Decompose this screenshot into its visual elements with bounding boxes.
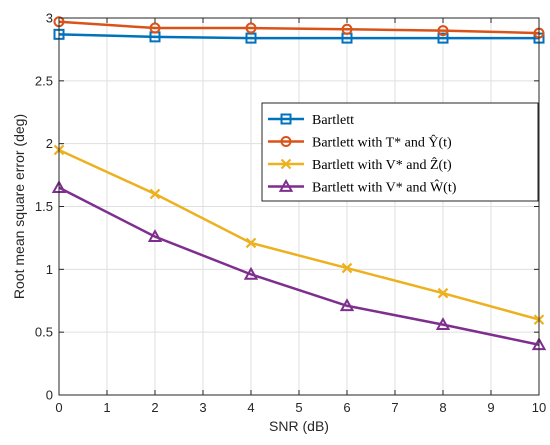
- x-tick-label: 5: [295, 400, 302, 415]
- y-tick-label: 0.5: [35, 325, 53, 340]
- series-4-point: [243, 266, 259, 280]
- series-2-line: [58, 20, 540, 35]
- series-2-point: [437, 25, 449, 37]
- x-tick-label: 7: [391, 400, 398, 415]
- y-tick-label: 2.5: [35, 73, 53, 88]
- series-2-point: [245, 22, 257, 34]
- series-3-point-stroke-b: [149, 188, 161, 200]
- legend-swatch-marker-stroke-b: [280, 158, 292, 170]
- axis-ticks: 0 1 2 3 4 5 6 7 8 9 10 0 0.5 1 1.5 2 2.5 3: [35, 11, 546, 416]
- series-2-point: [341, 23, 353, 35]
- legend-entry-3: Bartlett with V* and Ẑ(t): [268, 156, 452, 173]
- x-tick-label: 6: [343, 400, 350, 415]
- series-3-point: [149, 188, 161, 200]
- x-tick-label: 0: [55, 400, 62, 415]
- series-3-line: [58, 148, 540, 321]
- x-tick-label: 4: [247, 400, 254, 415]
- series-1-line: [58, 33, 539, 40]
- x-tick-label: 2: [151, 400, 158, 415]
- legend-entry-4: Bartlett with V* and Ŵ(t): [268, 179, 457, 196]
- series-4-point: [339, 298, 355, 312]
- legend-label: Bartlett with V* and Ẑ(t): [312, 156, 452, 173]
- grid-lines: [59, 18, 539, 395]
- x-tick-label: 8: [439, 400, 446, 415]
- legend-entry-2: Bartlett with T* and Ŷ(t): [268, 134, 452, 151]
- series-3-point-stroke-b: [245, 237, 257, 249]
- series-2-point: [149, 22, 161, 34]
- x-axis-label: SNR (dB): [269, 418, 329, 434]
- legend-swatch-marker: [278, 178, 294, 192]
- legend-swatch-marker: [280, 158, 292, 170]
- legend-swatch-marker: [280, 136, 292, 147]
- x-tick-label: 3: [199, 400, 206, 415]
- series-1-point: [437, 32, 449, 44]
- legend-label: Bartlett with T* and Ŷ(t): [312, 134, 452, 151]
- legend: Bartlett Bartlett with T* and Ŷ(t) Bartlet…: [261, 102, 539, 202]
- series-3-point: [437, 287, 449, 299]
- x-tick-label: 1: [103, 400, 110, 415]
- legend-label: Bartlett: [312, 113, 354, 128]
- series-3-point-stroke-b: [341, 262, 353, 274]
- y-tick-label: 1: [46, 262, 53, 277]
- y-tick-label: 0: [46, 388, 53, 403]
- x-tick-label: 10: [532, 400, 546, 415]
- y-axis-label: Root mean square error (deg): [11, 114, 27, 299]
- series-3-point-stroke-b: [437, 287, 449, 299]
- legend-entry-1: Bartlett: [268, 113, 354, 128]
- y-tick-label: 1.5: [35, 199, 53, 214]
- series-3-point: [245, 237, 257, 249]
- series-4-point: [147, 229, 163, 243]
- legend-box: [261, 102, 539, 202]
- series-3-point: [341, 262, 353, 274]
- legend-label: Bartlett with V* and Ŵ(t): [312, 179, 457, 196]
- series-4-point: [435, 317, 451, 331]
- legend-swatch-marker: [280, 113, 292, 125]
- series-2: [53, 16, 545, 39]
- x-tick-label: 9: [487, 400, 494, 415]
- series-4-line: [58, 186, 540, 346]
- series-1-point: [245, 32, 257, 44]
- y-tick-label: 3: [46, 11, 53, 26]
- y-tick-label: 2: [46, 136, 53, 151]
